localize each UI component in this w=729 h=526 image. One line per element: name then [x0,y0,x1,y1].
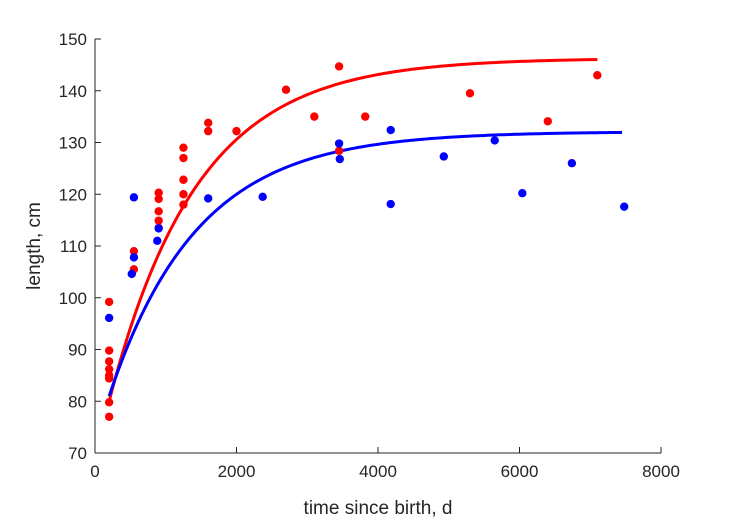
data-point-series-1 [334,146,344,155]
data-point-series-1 [104,398,114,407]
data-points [104,62,629,421]
data-point-series-1 [129,246,139,256]
data-point-series-2 [154,224,163,233]
data-point-series-1 [104,357,114,366]
data-point-series-1 [281,85,291,94]
data-point-series-2 [567,159,577,168]
data-point-series-1 [104,412,114,421]
x-tick-label: 6000 [501,462,539,481]
data-point-series-1 [104,374,114,383]
fit-curves [107,58,623,402]
data-point-series-1 [593,71,602,80]
data-point-series-2 [386,125,395,135]
data-point-series-1 [465,89,475,98]
data-point-series-1 [104,346,114,355]
data-point-series-2 [518,189,527,198]
data-point-series-1 [179,200,188,209]
data-point-series-1 [154,194,163,204]
y-tick-label: 150 [59,30,87,49]
x-tick-label: 2000 [218,462,256,481]
data-point-series-2 [153,236,162,246]
y-axis-label: length, cm [24,202,45,290]
data-point-series-1 [104,364,114,374]
data-point-series-2 [104,313,114,323]
x-axis-label: time since birth, d [304,498,453,519]
data-point-series-2 [335,154,344,164]
data-point-series-2 [204,194,213,203]
data-point-series-1 [154,207,163,216]
data-point-series-2 [439,152,448,161]
y-tick-label: 70 [68,444,87,463]
data-point-series-2 [129,253,139,262]
plot-area [95,39,661,453]
data-point-series-1 [232,126,241,136]
data-point-series-1 [310,112,319,121]
y-tick-label: 110 [60,237,87,256]
y-tick-label: 140 [59,82,87,101]
y-tick-label: 100 [59,289,87,308]
data-point-series-2 [334,139,344,148]
x-tick-label: 8000 [642,462,680,481]
data-point-series-1 [361,112,370,121]
y-tick-label: 80 [68,392,87,411]
data-point-series-1 [204,126,213,136]
data-point-series-1 [179,190,188,199]
data-point-series-1 [179,153,188,163]
data-point-series-2 [258,192,267,202]
data-point-series-2 [129,193,139,202]
fit-curve-series-1 [107,58,598,402]
data-point-series-1 [543,117,552,126]
data-point-series-1 [334,62,344,71]
data-point-series-1 [104,297,114,307]
fit-curve-series-2 [107,130,623,397]
data-point-series-1 [204,118,213,128]
y-tick-label: 130 [59,134,87,153]
data-point-series-1 [179,143,188,152]
x-tick-label: 0 [90,462,99,481]
data-point-series-2 [490,136,499,145]
data-point-series-2 [620,202,629,211]
axes: 0 2000 4000 6000 8000 70 80 90 100 110 120 130 140 15… [59,30,680,481]
data-point-series-1 [154,188,163,197]
data-point-series-1 [154,216,163,225]
data-point-series-1 [179,175,188,184]
data-point-series-2 [127,269,136,279]
y-tick-label: 120 [59,185,87,204]
x-tick-label: 4000 [359,462,397,481]
y-tick-label: 90 [68,341,87,360]
data-point-series-2 [386,199,395,209]
